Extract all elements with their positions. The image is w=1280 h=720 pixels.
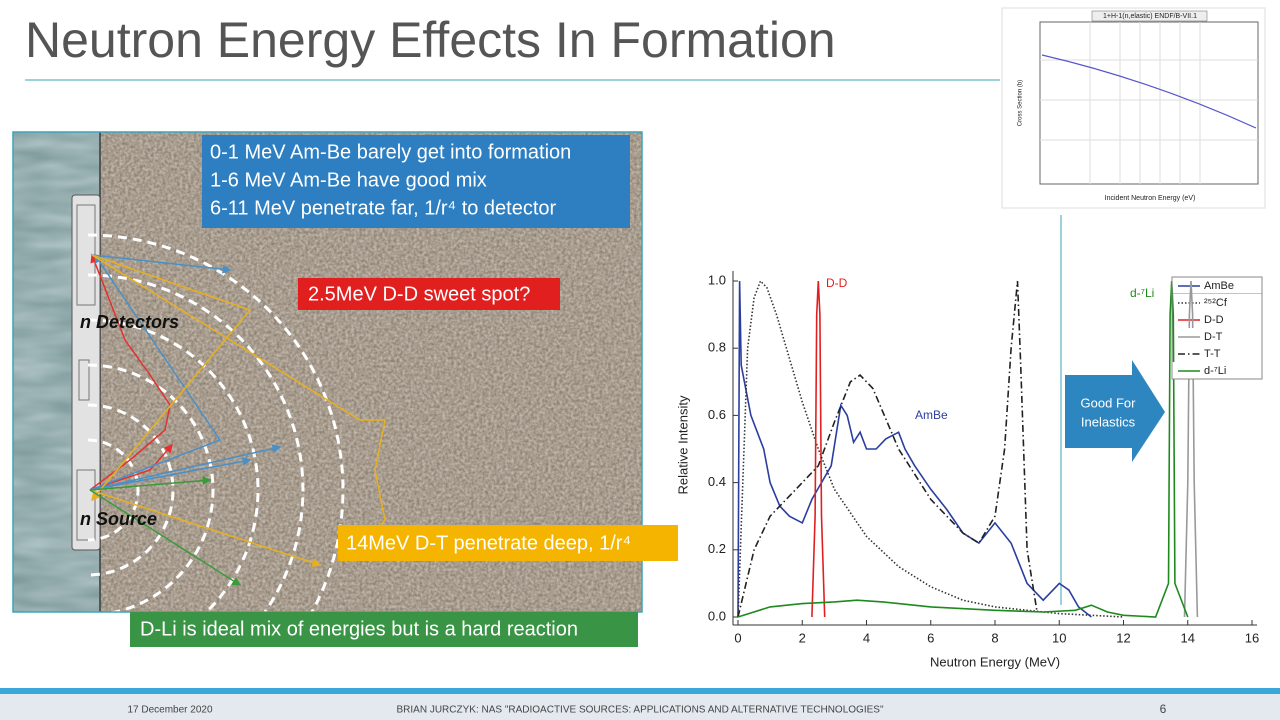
- legend-frame: [1171, 276, 1263, 380]
- bullet-box: [202, 135, 630, 228]
- source-label: n Source: [80, 509, 157, 529]
- inset-chart: 1+H-1(n,elastic) ENDF/B-VII.1 Cross Sect…: [1001, 7, 1266, 209]
- series-line: [737, 280, 1038, 618]
- legend-bg: [1172, 311, 1262, 328]
- inset-title: 1+H-1(n,elastic) ENDF/B-VII.1: [1103, 13, 1197, 20]
- page-number: 6: [1160, 702, 1167, 716]
- dt-callout-box: [338, 525, 678, 561]
- series-line: [811, 280, 826, 618]
- inset-y-label: Cross Section (b): [1018, 80, 1024, 126]
- dd-callout-box: [298, 278, 560, 310]
- tool-panel: [76, 469, 96, 541]
- x-tick-label: 2: [799, 630, 806, 645]
- x-tick-label: 8: [991, 630, 998, 645]
- series-line: [1183, 280, 1199, 618]
- arrow-note-shape: [1065, 360, 1165, 462]
- slide-title: Neutron Energy Effects In Formation: [25, 12, 836, 68]
- legend-bg: [1172, 328, 1262, 345]
- bullet: 1-6 MeV Am-Be have good mix: [210, 169, 487, 191]
- legend-bg: [1172, 345, 1262, 362]
- legend-label: T-T: [1204, 348, 1221, 360]
- inset-x-label: Incident Neutron Energy (eV): [1105, 195, 1196, 202]
- chart-annotation: d-⁷Li: [1130, 286, 1154, 300]
- detectors-label: n Detectors: [80, 312, 179, 332]
- tool: [71, 194, 101, 551]
- spectrum-chart: 0 2 4 6 8 10 12 14 16 0.0 0.2 0.4 0.6 0.8 1.0 AmBe ²⁵²Cf…: [708, 271, 1263, 645]
- bullet: 0-1 MeV Am-Be barely get into formation: [210, 141, 571, 163]
- legend-label: D-D: [1204, 314, 1224, 326]
- y-tick-label: 0.4: [708, 474, 726, 489]
- x-axis-label: Neutron Energy (MeV): [930, 654, 1060, 669]
- y-tick-label: 0.8: [708, 340, 726, 355]
- inset-curve: [1041, 54, 1257, 129]
- neutron-paths: [89, 253, 386, 586]
- x-tick-label: 0: [734, 630, 741, 645]
- legend-label: D-T: [1204, 331, 1223, 343]
- footer-text: BRIAN JURCZYK: NAS "RADIOACTIVE SOURCES:…: [396, 705, 883, 716]
- range-arcs: [87, 233, 345, 612]
- x-tick-label: 12: [1116, 630, 1130, 645]
- bullet: 6-11 MeV penetrate far, 1/r⁴ to detector: [210, 197, 557, 219]
- y-axis-label: Relative Intensity: [675, 395, 690, 494]
- inset-grid: [1040, 22, 1258, 184]
- dli-callout: D-Li is ideal mix of energies but is a h…: [140, 618, 578, 640]
- footer-band: [0, 688, 1280, 694]
- legend-bg: [1172, 362, 1262, 379]
- series-line: [737, 280, 1092, 618]
- footer-date: 17 December 2020: [127, 705, 212, 716]
- x-tick-label: 6: [927, 630, 934, 645]
- dli-callout-box: [130, 612, 638, 647]
- chart-annotation: D-D: [826, 276, 848, 290]
- y-tick-label: 0.2: [708, 541, 726, 556]
- series-line: [737, 279, 1124, 618]
- arrow-note: Inelastics: [1081, 414, 1136, 429]
- tool-panel: [78, 359, 90, 401]
- footer-bg: [0, 694, 1280, 720]
- y-tick-label: 1.0: [708, 272, 726, 287]
- legend-label: ²⁵²Cf: [1204, 297, 1228, 309]
- arrow-note: Good For: [1081, 395, 1137, 410]
- x-tick-label: 14: [1181, 630, 1195, 645]
- x-tick-label: 10: [1052, 630, 1066, 645]
- chart-annotation: AmBe: [915, 408, 948, 422]
- dt-callout: 14MeV D-T penetrate deep, 1/r⁴: [346, 532, 631, 554]
- x-tick-label: 4: [863, 630, 870, 645]
- y-tick-label: 0.0: [708, 608, 726, 623]
- dd-callout: 2.5MeV D-D sweet spot?: [308, 283, 530, 305]
- legend-label: AmBe: [1204, 280, 1234, 292]
- inset-axes: [1039, 21, 1259, 185]
- inset-frame: [1001, 7, 1266, 209]
- legend-bg: [1172, 294, 1262, 311]
- series-line: [737, 280, 1189, 618]
- legend-label: d-⁷Li: [1204, 365, 1226, 377]
- y-tick-label: 0.6: [708, 407, 726, 422]
- x-tick-label: 16: [1245, 630, 1259, 645]
- inset-title-box: [1091, 10, 1208, 22]
